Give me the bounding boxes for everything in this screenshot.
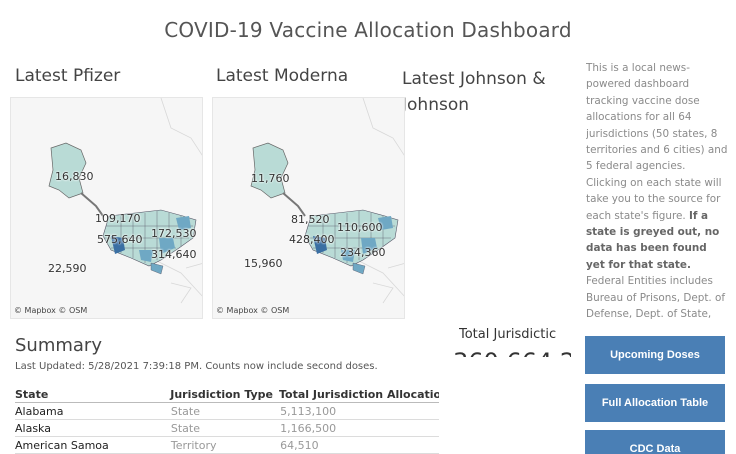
pfizer-map-credit[interactable]: © Mapbox © OSM — [14, 306, 88, 315]
pfizer-map-title: Latest Pfizer — [15, 66, 121, 86]
pfizer-label-east: 172,530 — [151, 227, 197, 240]
description-text: This is a local news-powered dashboard t… — [586, 62, 728, 222]
cell-state: American Samoa — [15, 438, 109, 452]
pfizer-label-california: 575,640 — [97, 233, 143, 246]
last-updated-text: Last Updated: 5/28/2021 7:39:18 PM. Coun… — [15, 361, 378, 372]
table-row[interactable]: Alaska State 1,166,500 — [15, 420, 439, 437]
moderna-map-shapes — [250, 98, 404, 304]
table-row[interactable]: Alabama State 5,113,100 — [15, 403, 439, 420]
moderna-map-title: Latest Moderna — [216, 66, 349, 86]
moderna-label-south: 234,360 — [340, 246, 386, 259]
total-allocation-value: 360,664,20 — [453, 345, 571, 357]
cell-state: Alabama — [15, 404, 64, 418]
header-total-allocation[interactable]: Total Jurisdiction Allocation — [279, 387, 439, 401]
moderna-map-credit[interactable]: © Mapbox © OSM — [216, 306, 290, 315]
total-allocation-label: Total Jurisdictic — [459, 327, 557, 342]
moderna-label-west: 81,520 — [291, 213, 330, 226]
cell-jurisdiction-type: Territory — [170, 438, 217, 452]
moderna-label-east: 110,600 — [337, 221, 383, 234]
moderna-label-hawaii: 15,960 — [244, 257, 283, 270]
pfizer-label-hawaii: 22,590 — [48, 262, 87, 275]
pfizer-label-west: 109,170 — [95, 212, 141, 225]
allocation-table: State Jurisdiction Type Total Jurisdicti… — [15, 386, 439, 454]
dashboard-description: This is a local news-powered dashboard t… — [586, 60, 728, 322]
cell-allocation: 64,510 — [280, 438, 319, 452]
cell-jurisdiction-type: State — [170, 404, 201, 418]
page-title: COVID-19 Vaccine Allocation Dashboard — [164, 18, 572, 42]
full-allocation-table-button[interactable]: Full Allocation Table — [585, 384, 725, 422]
description-text-continued: Federal Entities includes Bureau of Pris… — [586, 275, 726, 321]
jj-map-title: Latest Johnson & Johnson — [402, 69, 546, 115]
upcoming-doses-button[interactable]: Upcoming Doses — [585, 336, 725, 374]
table-row[interactable]: American Samoa Territory 64,510 — [15, 437, 439, 454]
moderna-label-alaska: 11,760 — [251, 172, 290, 185]
cell-state: Alaska — [15, 421, 51, 435]
pfizer-map-shapes — [48, 98, 202, 304]
moderna-map[interactable]: 11,760 81,520 110,600 428,400 234,360 15… — [212, 97, 405, 319]
cell-allocation: 1,166,500 — [280, 421, 337, 435]
header-state[interactable]: State — [15, 387, 49, 401]
summary-heading: Summary — [15, 335, 102, 356]
cell-allocation: 5,113,100 — [280, 404, 337, 418]
pfizer-label-south: 314,640 — [151, 248, 197, 261]
cdc-data-button[interactable]: CDC Data — [585, 430, 725, 454]
moderna-label-california: 428,400 — [289, 233, 335, 246]
pfizer-map[interactable]: 16,830 109,170 575,640 172,530 314,640 2… — [10, 97, 203, 319]
description-bold-note: If a state is greyed out, no data has be… — [586, 209, 720, 271]
header-jurisdiction-type[interactable]: Jurisdiction Type — [170, 387, 274, 401]
cell-jurisdiction-type: State — [170, 421, 201, 435]
pfizer-label-alaska: 16,830 — [55, 170, 94, 183]
table-header-row: State Jurisdiction Type Total Jurisdicti… — [15, 386, 439, 403]
